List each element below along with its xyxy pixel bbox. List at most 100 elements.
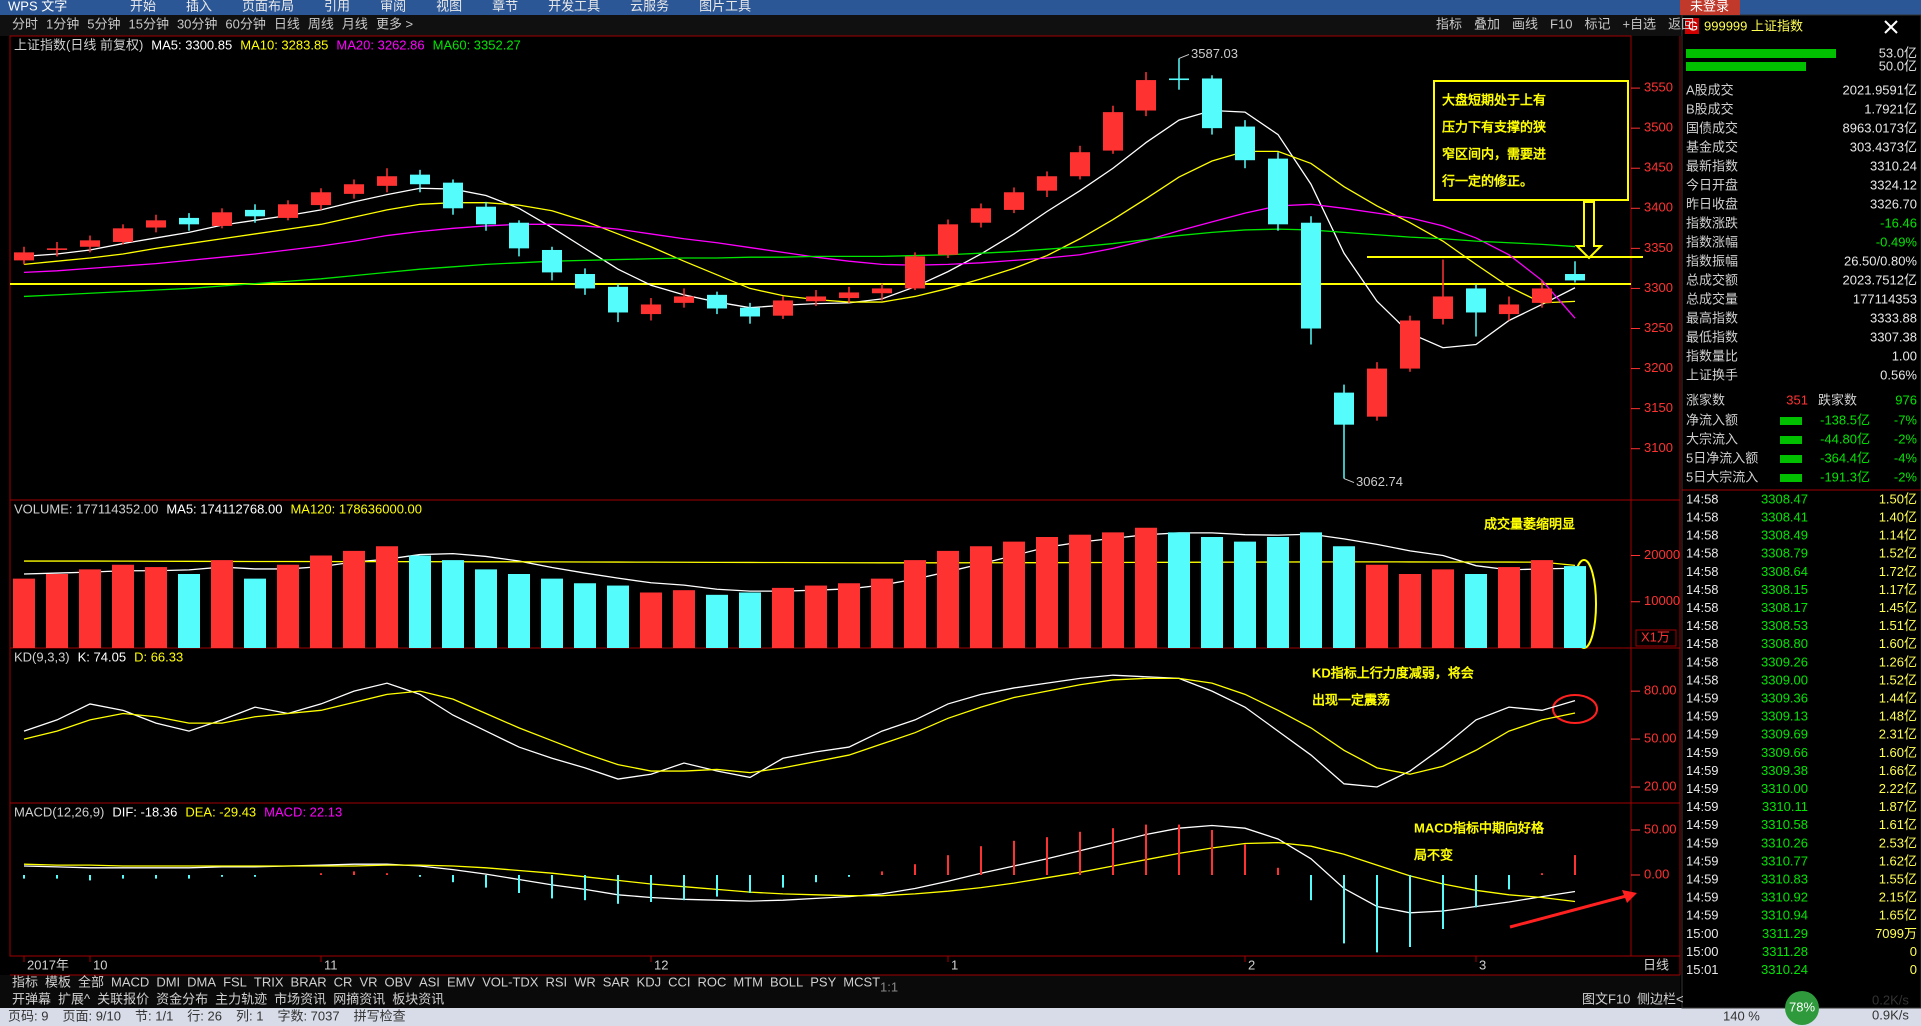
period-button[interactable]: 周线	[308, 16, 334, 31]
indicator-tab[interactable]: RSI	[545, 974, 567, 989]
f10-button[interactable]: 图文F10	[1582, 991, 1630, 1006]
tick-price: 3308.49	[1761, 528, 1808, 543]
volume-bar	[1333, 546, 1355, 648]
indicator-tab[interactable]: MCST	[843, 974, 880, 989]
tick-volume: 1.14亿	[1879, 528, 1917, 543]
axis-label: 3400	[1644, 200, 1673, 215]
candle-body	[1103, 112, 1123, 151]
indicator-tab[interactable]: DMI	[156, 974, 180, 989]
macd-arrow	[1509, 893, 1631, 929]
period-button[interactable]: 1分钟	[46, 16, 79, 31]
candle-body	[245, 209, 265, 217]
row-label: A股成交	[1686, 82, 1734, 97]
indicator-tab[interactable]: EMV	[447, 974, 476, 989]
period-button[interactable]: 30分钟	[177, 16, 217, 31]
period-button[interactable]: 更多 >	[376, 16, 413, 31]
bottom-tab[interactable]: 资金分布	[156, 991, 208, 1006]
tick-time: 14:58	[1686, 654, 1719, 669]
menu-item[interactable]: 开发工具	[548, 0, 600, 13]
period-button[interactable]: 5分钟	[87, 16, 120, 31]
tool-button[interactable]: 标记	[1584, 16, 1610, 31]
flow-bar	[1780, 474, 1802, 482]
indicator-tab[interactable]: MACD	[111, 974, 149, 989]
volume-bar	[13, 578, 35, 648]
tick-price: 3309.38	[1761, 763, 1808, 778]
indicator-tab[interactable]: CR	[334, 974, 353, 989]
bottom-tab[interactable]: 网摘资讯	[333, 991, 385, 1006]
candle-body	[1301, 222, 1321, 329]
status-bar	[0, 1008, 1921, 1026]
indicator-tab[interactable]: OBV	[385, 974, 413, 989]
row-label: 指数涨跌	[1686, 215, 1738, 230]
bottom-tab[interactable]: 关联报价	[97, 991, 149, 1006]
bottom-tab[interactable]: 市场资讯	[274, 991, 326, 1006]
indicator-tab[interactable]: ASI	[419, 974, 440, 989]
menu-item[interactable]: 图片工具	[699, 0, 751, 13]
menu-item[interactable]: 云服务	[630, 0, 669, 13]
close-icon[interactable]	[1884, 20, 1898, 34]
tool-button[interactable]: F10	[1550, 16, 1572, 31]
candle-body	[1037, 176, 1057, 191]
indicator-tab[interactable]: CCI	[668, 974, 690, 989]
period-button[interactable]: 日线	[274, 16, 300, 31]
menu-item[interactable]: 审阅	[380, 0, 406, 13]
volume-bar	[409, 555, 431, 648]
indicator-tab[interactable]: KDJ	[637, 974, 662, 989]
candle-body	[1235, 126, 1255, 161]
bottom-tab[interactable]: 主力轨迹	[215, 991, 267, 1006]
breadth-label: 涨家数	[1686, 392, 1725, 407]
menu-item[interactable]: 章节	[492, 0, 518, 13]
menu-item[interactable]: 插入	[186, 0, 212, 13]
indicator-tab[interactable]: WR	[574, 974, 596, 989]
indicator-tab[interactable]: 全部	[78, 974, 104, 989]
tool-button[interactable]: +自选	[1622, 16, 1656, 31]
tick-price: 3310.94	[1761, 908, 1808, 923]
indicator-tab[interactable]: VOL-TDX	[482, 974, 539, 989]
indicator-tab[interactable]: VR	[359, 974, 377, 989]
login[interactable]: 未登录	[1690, 0, 1729, 13]
bottom-tab[interactable]: 扩展^	[58, 991, 91, 1006]
volume-bar	[508, 574, 530, 648]
title-bar	[0, 0, 1921, 15]
tool-button[interactable]: 画线	[1512, 16, 1538, 31]
indicator-tab[interactable]: 模板	[45, 974, 71, 989]
indicator-tab[interactable]: DMA	[187, 974, 216, 989]
tool-button[interactable]: 返回	[1668, 16, 1694, 31]
indicator-tab[interactable]: SAR	[603, 974, 630, 989]
flow-pct: -2%	[1894, 469, 1918, 484]
indicator-line	[23, 203, 1576, 319]
menu-item[interactable]: 开始	[130, 0, 156, 13]
indicator-tab[interactable]: FSL	[223, 974, 247, 989]
tool-button[interactable]: 叠加	[1474, 16, 1500, 31]
flow-pct: -7%	[1894, 412, 1918, 427]
indicator-tab[interactable]: MTM	[733, 974, 763, 989]
volume-bar	[706, 594, 728, 648]
menu-item[interactable]: 视图	[436, 0, 462, 13]
sidebar-button[interactable]: 侧边栏<	[1637, 991, 1684, 1006]
period-button[interactable]: 60分钟	[225, 16, 265, 31]
menu-item[interactable]: 引用	[324, 0, 350, 13]
volume-bar	[739, 592, 761, 648]
menu-item[interactable]: 页面布局	[242, 0, 294, 13]
tick-price: 3308.41	[1761, 510, 1808, 525]
indicator-tab[interactable]: TRIX	[254, 974, 284, 989]
flow-value: -138.5亿	[1820, 412, 1870, 427]
period-button[interactable]: 15分钟	[128, 16, 168, 31]
period-button[interactable]: 月线	[342, 16, 368, 31]
period-button[interactable]: 分时	[12, 16, 38, 31]
ratio-button[interactable]: 1:1	[880, 979, 898, 994]
candle-body	[443, 182, 463, 209]
indicator-tab[interactable]: BRAR	[291, 974, 327, 989]
bottom-tab[interactable]: 开弹幕	[12, 991, 51, 1006]
tick-volume: 2.31亿	[1879, 727, 1917, 742]
indicator-tab[interactable]: 指标	[12, 974, 38, 989]
bottom-tab[interactable]: 板块资讯	[392, 991, 444, 1006]
indicator-tab[interactable]: ROC	[697, 974, 726, 989]
tick-volume: 1.40亿	[1879, 510, 1917, 525]
indicator-tab[interactable]: BOLL	[770, 974, 803, 989]
volume-bar	[1498, 567, 1520, 648]
tick-volume: 1.51亿	[1879, 618, 1917, 633]
indicator-tab[interactable]: PSY	[810, 974, 836, 989]
tool-button[interactable]: 指标	[1436, 16, 1462, 31]
